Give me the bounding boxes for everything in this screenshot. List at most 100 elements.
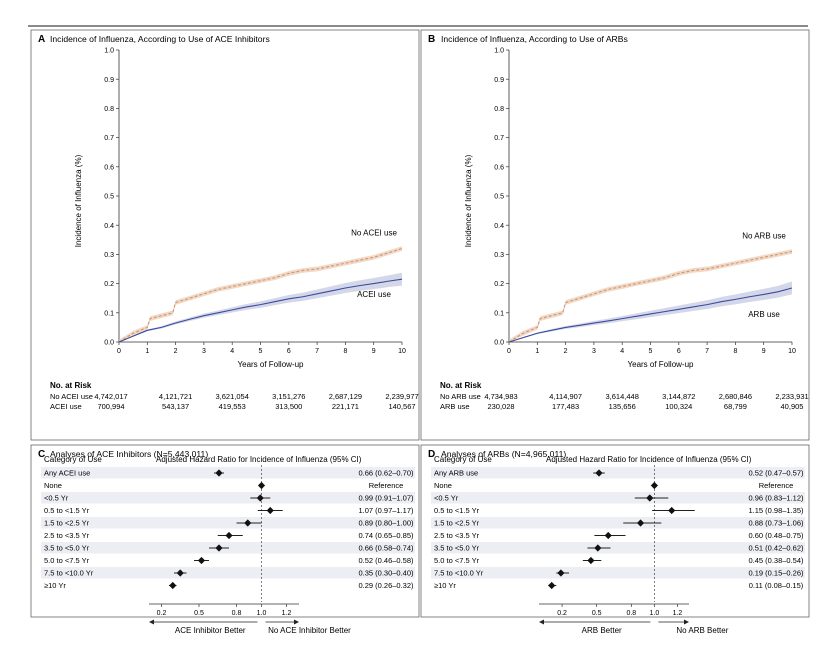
forest-plot-ace: Category of Use Adjusted Hazard Ratio for…: [41, 455, 415, 635]
risk-value: 177,483: [552, 402, 579, 411]
row-category-label: ≥10 Yr: [434, 581, 456, 590]
x-tick-label: 4: [620, 348, 624, 355]
row-category-label: 1.5 to <2.5 Yr: [44, 519, 90, 528]
y-tick-label: 0.7: [494, 135, 504, 142]
panel-b-title: Incidence of Influenza, According to Use…: [441, 34, 628, 44]
hazard-ratio-marker: [257, 481, 266, 490]
row-category-label: 5.0 to <7.5 Yr: [44, 556, 90, 565]
panel-a-letter: A: [38, 34, 45, 45]
row-category-label: 5.0 to <7.5 Yr: [434, 556, 480, 565]
y-tick-label: 0.3: [494, 252, 504, 259]
y-tick-label: 0.5: [104, 194, 114, 201]
risk-value: 3,621,054: [216, 392, 249, 401]
x-tick-label: 0: [507, 348, 511, 355]
y-tick-label: 0.0: [494, 340, 504, 347]
no-use-ci-band: [119, 246, 402, 342]
risk-value: 2,680,846: [719, 392, 752, 401]
hazard-ratio-marker: [557, 569, 565, 577]
hazard-ratio-marker: [595, 469, 603, 477]
no-use-ci-band: [509, 249, 792, 342]
no-use-series-label: No ACEI use: [351, 229, 397, 238]
x-tick-label: 10: [398, 348, 406, 355]
forest-x-tick-label: 0.2: [557, 610, 567, 617]
x-tick-label: 2: [174, 348, 178, 355]
panel-c-letter: C: [38, 449, 45, 460]
x-axis-label: Years of Follow-up: [628, 360, 695, 369]
left-arrow-head: [149, 619, 154, 625]
incidence-chart-ace: 0.0 0.1 0.2 0.3 0.4 0.5 0.6 0.7 0.8 0.9 1.0 0 1 2 3 4 5 6…: [50, 48, 419, 411]
row-category-label: <0.5 Yr: [44, 494, 69, 503]
y-tick-label: 0.9: [494, 77, 504, 84]
y-axis-label: Incidence of Influenza (%): [74, 154, 83, 247]
hazard-ratio-text: 0.52 (0.47–0.57): [748, 469, 804, 478]
row-category-label: None: [434, 481, 452, 490]
hazard-ratio-text: 0.66 (0.58–0.74): [358, 544, 414, 553]
y-tick-label: 0.4: [104, 223, 114, 230]
hazard-ratio-marker: [604, 531, 612, 540]
row-shading: [431, 542, 805, 554]
x-tick-label: 1: [535, 348, 539, 355]
x-tick-label: 9: [372, 348, 376, 355]
incidence-chart-arb: 0.0 0.1 0.2 0.3 0.4 0.5 0.6 0.7 0.8 0.9 1.0 0 1 2 3 4 5 6…: [440, 48, 809, 411]
forest-x-tick-label: 1.0: [650, 610, 660, 617]
row-category-label: 1.5 to <2.5 Yr: [434, 519, 480, 528]
hazard-ratio-text: 1.07 (0.97–1.17): [358, 506, 414, 515]
frame-panel-d: [420, 444, 810, 618]
row-category-label: 7.5 to <10.0 Yr: [434, 569, 484, 578]
hazard-ratio-text: 0.66 (0.62–0.70): [358, 469, 414, 478]
hazard-ratio-text: 0.11 (0.08–0.15): [749, 581, 804, 590]
row-category-label: Any ACEI use: [44, 469, 90, 478]
hazard-ratio-marker: [266, 506, 274, 515]
y-tick-label: 0.9: [104, 77, 114, 84]
row-category-label: 2.5 to <3.5 Yr: [44, 531, 90, 540]
y-tick-label: 1.0: [104, 48, 114, 55]
risk-row-label: No ACEI use: [50, 392, 93, 401]
risk-value: 221,171: [332, 402, 359, 411]
row-category-label: 3.5 to <5.0 Yr: [44, 544, 90, 553]
y-tick-label: 0.2: [104, 281, 114, 288]
frame-panel-b: [420, 29, 810, 441]
use-ci-band: [119, 272, 402, 342]
row-shading: [431, 492, 805, 504]
risk-value: 2,687,129: [329, 392, 362, 401]
hazard-ratio-text: 0.35 (0.30–0.40): [358, 569, 414, 578]
frame-panel-a: [30, 29, 420, 441]
row-category-label: ≥10 Yr: [44, 581, 66, 590]
risk-value: 140,567: [388, 402, 415, 411]
row-shading: [431, 467, 805, 479]
hazard-ratio-text: 0.74 (0.65–0.85): [358, 531, 414, 540]
hazard-ratio-header: Adjusted Hazard Ratio for Incidence of I…: [546, 455, 752, 464]
hazard-ratio-marker: [587, 556, 595, 565]
row-category-label: 7.5 to <10.0 Yr: [44, 569, 94, 578]
forest-x-tick-label: 0.2: [157, 610, 167, 617]
y-tick-label: 0.5: [494, 194, 504, 201]
x-tick-label: 8: [733, 348, 737, 355]
risk-value: 419,553: [219, 402, 246, 411]
y-tick-label: 0.8: [494, 106, 504, 113]
right-arrow-head: [684, 619, 689, 625]
use-line: [118, 278, 403, 343]
x-tick-label: 6: [287, 348, 291, 355]
forest-x-tick-label: 0.5: [194, 610, 204, 617]
risk-table-heading: No. at Risk: [50, 381, 92, 390]
panel-c-title: Analyses of ACE Inhibitors (N=5,443,011): [50, 449, 208, 459]
x-tick-label: 9: [762, 348, 766, 355]
use-line: [508, 287, 793, 343]
x-tick-label: 6: [677, 348, 681, 355]
y-tick-label: 1.0: [494, 48, 504, 55]
no-use-series-label: No ARB use: [742, 231, 786, 240]
use-series-label: ACEI use: [357, 290, 391, 299]
hazard-ratio-marker: [594, 544, 602, 552]
panel-frames: [28, 25, 810, 618]
row-shading: [41, 567, 415, 579]
hazard-ratio-text: 0.45 (0.38–0.54): [748, 556, 804, 565]
panel-a-title: Incidence of Influenza, According to Use…: [50, 34, 270, 44]
y-axis-label: Incidence of Influenza (%): [464, 154, 473, 247]
hazard-ratio-text: 0.51 (0.42–0.62): [748, 544, 804, 553]
x-tick-label: 3: [202, 348, 206, 355]
risk-value: 40,905: [781, 402, 804, 411]
y-tick-label: 0.0: [104, 340, 114, 347]
risk-value: 4,114,907: [549, 392, 582, 401]
panel-d-title: Analyses of ARBs (N=4,965,011): [441, 449, 566, 459]
